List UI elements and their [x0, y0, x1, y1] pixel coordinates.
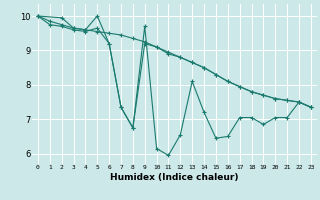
X-axis label: Humidex (Indice chaleur): Humidex (Indice chaleur) [110, 173, 239, 182]
